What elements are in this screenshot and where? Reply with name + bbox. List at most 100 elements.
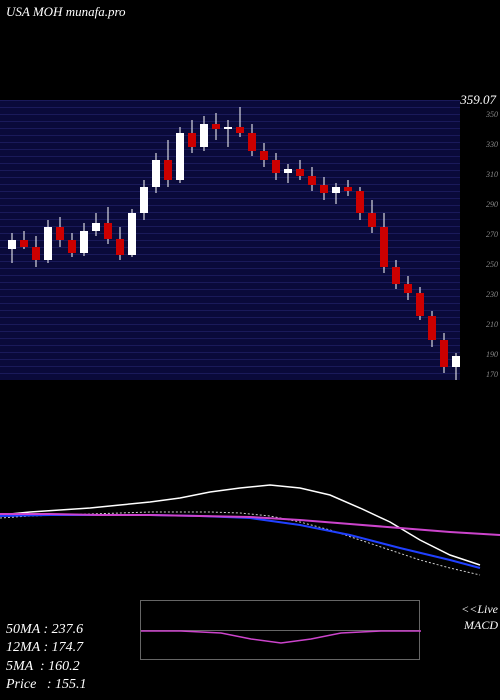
grid-line: [0, 233, 460, 234]
line-white: [0, 485, 480, 565]
candle-body: [272, 160, 280, 173]
chart-title: USA MOH munafa.pro: [6, 4, 126, 20]
candle-body: [8, 240, 16, 249]
grid-line: [0, 163, 460, 164]
axis-tick-label: 330: [486, 140, 498, 149]
grid-line: [0, 373, 460, 374]
candle-body: [296, 169, 304, 176]
grid-line: [0, 289, 460, 290]
grid-line: [0, 338, 460, 339]
grid-line: [0, 331, 460, 332]
grid-line: [0, 212, 460, 213]
stats-block: 50MA : 237.612MA : 174.75MA : 160.2Price…: [6, 621, 86, 694]
candle-body: [344, 187, 352, 191]
candle-body: [116, 239, 124, 255]
candle-body: [200, 124, 208, 147]
axis-tick-label: 310: [486, 170, 498, 179]
candle-body: [80, 231, 88, 254]
candle-body: [368, 213, 376, 226]
grid-line: [0, 303, 460, 304]
macd-signal-line: [141, 631, 421, 643]
candle-body: [236, 127, 244, 134]
candle-body: [380, 227, 388, 267]
macd-panel: [140, 600, 420, 660]
candle-body: [224, 127, 232, 130]
grid-line: [0, 282, 460, 283]
grid-line: [0, 184, 460, 185]
candle-body: [260, 151, 268, 160]
axis-tick-label: 170: [486, 370, 498, 379]
axis-tick-label: 210: [486, 320, 498, 329]
grid-line: [0, 310, 460, 311]
candle-body: [332, 187, 340, 194]
grid-line: [0, 296, 460, 297]
grid-line: [0, 359, 460, 360]
grid-line: [0, 142, 460, 143]
grid-line: [0, 107, 460, 108]
candle-body: [68, 240, 76, 253]
axis-tick-label: 350: [486, 110, 498, 119]
grid-line: [0, 170, 460, 171]
candle-body: [176, 133, 184, 180]
candle-body: [212, 124, 220, 129]
stat-row: 12MA : 174.7: [6, 639, 86, 657]
candle-body: [32, 247, 40, 260]
grid-line: [0, 268, 460, 269]
stat-row: 5MA : 160.2: [6, 658, 86, 676]
candle-body: [92, 223, 100, 231]
price-axis: 350330310290270250230210190170: [460, 100, 500, 380]
candle-body: [428, 316, 436, 340]
grid-line: [0, 352, 460, 353]
grid-line: [0, 317, 460, 318]
candle-body: [440, 340, 448, 367]
candle-body: [56, 227, 64, 240]
candlestick-chart: [0, 100, 460, 380]
candle-wick: [228, 120, 229, 147]
grid-line: [0, 149, 460, 150]
line-blue: [0, 515, 480, 568]
candle-body: [356, 191, 364, 214]
stat-row: 50MA : 237.6: [6, 621, 86, 639]
candle-body: [164, 160, 172, 180]
candle-body: [140, 187, 148, 214]
candle-body: [152, 160, 160, 187]
grid-line: [0, 366, 460, 367]
grid-line: [0, 121, 460, 122]
grid-line: [0, 205, 460, 206]
grid-line: [0, 345, 460, 346]
candle-body: [128, 213, 136, 254]
axis-tick-label: 230: [486, 290, 498, 299]
indicator-panel: [0, 460, 500, 580]
macd-label: MACD: [464, 618, 498, 633]
grid-line: [0, 261, 460, 262]
stat-row: Price : 155.1: [6, 676, 86, 694]
grid-line: [0, 114, 460, 115]
grid-line: [0, 177, 460, 178]
candle-body: [44, 227, 52, 260]
live-label: <<Live: [461, 602, 498, 617]
axis-tick-label: 290: [486, 200, 498, 209]
grid-line: [0, 275, 460, 276]
candle-wick: [288, 164, 289, 183]
grid-line: [0, 226, 460, 227]
candle-body: [284, 169, 292, 173]
grid-line: [0, 135, 460, 136]
candle-body: [404, 284, 412, 293]
line-white-dotted: [0, 512, 480, 575]
grid-line: [0, 156, 460, 157]
grid-line: [0, 191, 460, 192]
candle-body: [248, 133, 256, 150]
candle-body: [188, 133, 196, 146]
grid-line: [0, 324, 460, 325]
axis-tick-label: 270: [486, 230, 498, 239]
candle-body: [308, 176, 316, 185]
candle-body: [392, 267, 400, 284]
candle-body: [104, 223, 112, 239]
candle-body: [20, 240, 28, 247]
grid-line: [0, 198, 460, 199]
candle-body: [320, 185, 328, 193]
moving-average-lines: [0, 460, 500, 580]
grid-line: [0, 254, 460, 255]
grid-line: [0, 219, 460, 220]
candle-body: [416, 293, 424, 316]
